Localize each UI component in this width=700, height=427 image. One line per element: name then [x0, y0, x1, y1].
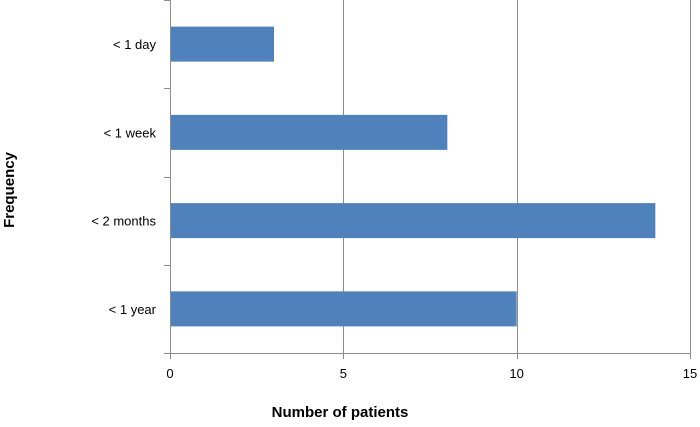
- tick-labels: < 1 day < 1 week < 2 months < 1 year 0 5 10 15: [91, 37, 697, 381]
- bar-0: [170, 26, 274, 62]
- x-tick-label-15: 15: [683, 366, 697, 381]
- y-tick-label-1: < 1 week: [104, 125, 157, 140]
- y-tick-label-3: < 1 year: [109, 302, 157, 317]
- x-tick-label-5: 5: [340, 366, 347, 381]
- y-tick-label-2: < 2 months: [91, 214, 156, 229]
- x-axis-title: Number of patients: [272, 404, 409, 421]
- bar-3: [170, 291, 517, 327]
- bar-1: [170, 114, 448, 150]
- x-tick-label-0: 0: [166, 366, 173, 381]
- x-tick-label-10: 10: [509, 366, 523, 381]
- bars: [170, 26, 656, 327]
- y-tick-label-0: < 1 day: [113, 37, 157, 52]
- bar-2: [170, 203, 656, 239]
- axes: [164, 0, 691, 359]
- y-axis-title: Frequency: [1, 151, 18, 228]
